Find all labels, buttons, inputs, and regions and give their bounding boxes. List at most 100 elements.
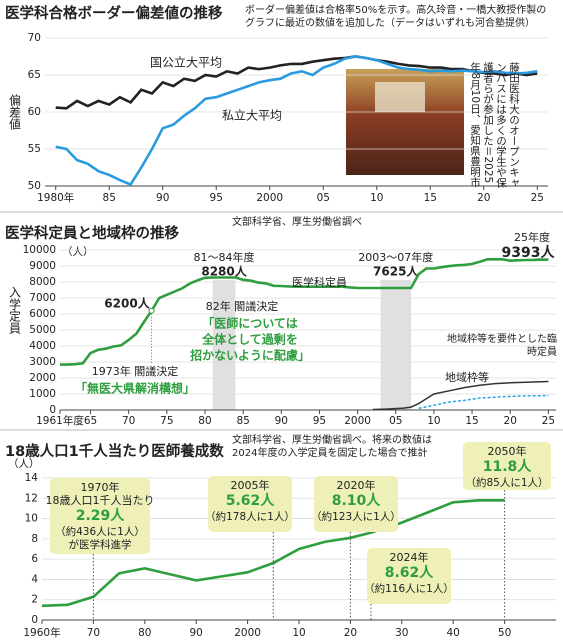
x-tick-label: 90 (156, 192, 169, 204)
band-value-label: 8280人 (201, 264, 247, 279)
annotation: 9393人 (502, 244, 556, 261)
x-tick-label: 20 (344, 627, 357, 639)
y-tick-label: 7000 (29, 292, 56, 304)
callout-note: （約178人に1人） (205, 510, 295, 523)
x-tick-label: 1960年 (23, 626, 60, 639)
chart-title: 18歳人口1千人当たり医師養成数 (5, 442, 224, 460)
point-marker (148, 307, 155, 314)
y-tick-label: 6 (31, 553, 38, 565)
x-tick-label: 15 (424, 192, 437, 204)
y-tick-label: 10000 (23, 244, 56, 256)
callout-box (367, 548, 451, 604)
y-tick-label: 14 (25, 472, 39, 484)
data-line (41, 499, 505, 608)
y-tick-label: 2 (31, 594, 38, 606)
annotation: 25年度 (514, 230, 550, 244)
band-value-label: 7625人 (373, 264, 419, 279)
subtitle: ボーダー偏差値は合格率50%を示す。高久玲音・一橋大教授作製の (245, 3, 546, 16)
series-label: 私立大平均 (222, 108, 282, 123)
y-tick-label: 8000 (29, 276, 56, 288)
x-tick-label: 75 (160, 415, 173, 427)
y-tick-label: 4 (31, 573, 38, 585)
highlight-band (380, 280, 412, 410)
x-tick-label: 70 (87, 627, 100, 639)
band-label: 2003～07年度 (358, 250, 433, 264)
y-tick-label: 0 (31, 614, 38, 626)
x-tick-label: 40 (447, 627, 460, 639)
callout-text: 2024年 (390, 550, 429, 564)
y-tick-label: 12 (25, 492, 38, 504)
x-tick-label: 05 (389, 415, 402, 427)
y-tick-label: 60 (28, 106, 41, 118)
x-tick-label: 65 (84, 415, 97, 427)
callout-text: 1970年 (81, 480, 120, 494)
chart-title: 医学科合格ボーダー偏差値の推移 (5, 4, 223, 22)
x-tick-label: 1961年度 (36, 414, 84, 427)
y-tick-label: 6000 (29, 308, 56, 320)
callout-box (50, 478, 150, 554)
y-tick-label: 0 (49, 404, 56, 416)
y-tick-label: 65 (28, 69, 41, 81)
callout-note: （約436人に1人） (55, 525, 145, 538)
highlight-band (212, 280, 236, 410)
photo-caption: 藤田医科大のオープンキャンパスには多くの学生や保護者らが参加した＝2025年8月… (469, 62, 520, 188)
callout-text: 18歳人口1千人当たり (46, 493, 155, 507)
callout-value: 2.29人 (76, 507, 126, 524)
data-line (372, 380, 549, 411)
x-tick-label: 20 (477, 192, 490, 204)
callout-note: が医学科進学 (69, 538, 132, 551)
y-tick-label: 10 (25, 513, 38, 525)
x-tick-label: 50 (498, 627, 511, 639)
annotation: 1973年 閣議決定 (92, 364, 179, 378)
y-tick-label: 9000 (29, 260, 56, 272)
band-label: 81～84年度 (194, 250, 255, 264)
callout-text: 2005年 (231, 478, 270, 492)
callout-box (314, 476, 398, 532)
chart-title: 医学科定員と地域枠の推移 (5, 224, 179, 242)
annotation: 6200人 (104, 296, 150, 311)
callout-text: 2050年 (488, 444, 527, 458)
y-tick-label: 2000 (29, 372, 56, 384)
data-line (55, 55, 538, 110)
x-tick-label: 25 (542, 415, 555, 427)
y-tick-label: 50 (28, 180, 41, 192)
x-tick-label: 10 (370, 192, 383, 204)
annotation: 「医師については (202, 316, 297, 331)
x-tick-label: 2000 (344, 415, 371, 427)
x-tick-label: 15 (465, 415, 478, 427)
x-tick-label: 10 (427, 415, 440, 427)
y-tick-label: 8 (31, 533, 38, 545)
series-label: 医学科定員 (292, 275, 347, 289)
x-tick-label: 85 (103, 192, 116, 204)
data-line (55, 55, 538, 187)
subtitle: 文部科学省、厚生労働省調べ。将来の数値は (232, 433, 432, 446)
x-tick-label: 05 (317, 192, 330, 204)
y-unit: （人） (62, 246, 94, 258)
annotation: 82年 閣議決定 (206, 299, 279, 313)
x-tick-label: 2000 (256, 192, 283, 204)
x-tick-label: 80 (138, 627, 151, 639)
series-label: 地域枠等 (445, 370, 489, 384)
callout-value: 8.10人 (332, 492, 382, 509)
x-tick-label: 70 (122, 415, 135, 427)
callout-text: 2020年 (337, 478, 376, 492)
callout-value: 11.8人 (483, 458, 533, 475)
y-tick-label: 55 (28, 143, 41, 155)
annotation: 招かないように配慮」 (190, 348, 310, 363)
x-tick-label: 30 (395, 627, 408, 639)
y-axis-label: 入学定員 (8, 286, 22, 334)
callout-value: 5.62人 (226, 492, 276, 509)
callout-box (208, 476, 292, 532)
callout-note: （約116人に1人） (364, 582, 454, 595)
x-tick-label: 95 (210, 192, 223, 204)
callout-note: （約85人に1人） (465, 476, 548, 489)
x-tick-label: 85 (236, 415, 249, 427)
x-tick-label: 1980年 (37, 191, 74, 204)
x-tick-label: 95 (313, 415, 326, 427)
x-tick-label: 2000 (234, 627, 261, 639)
photo-screen (375, 82, 425, 112)
y-tick-label: 5000 (29, 324, 56, 336)
subtitle: 2024年度の入学定員を固定した場合で推計 (232, 446, 427, 459)
